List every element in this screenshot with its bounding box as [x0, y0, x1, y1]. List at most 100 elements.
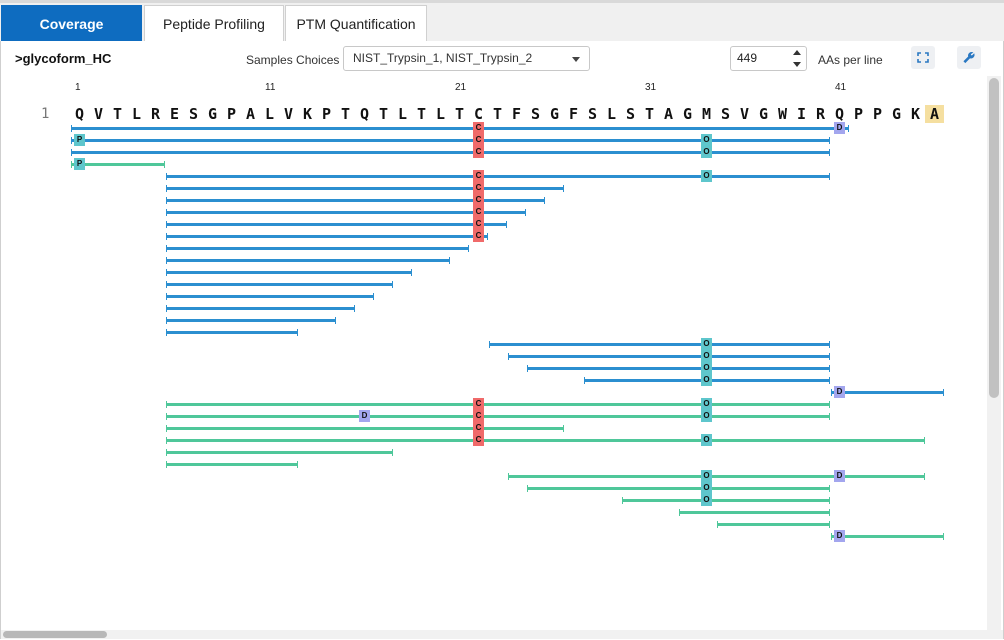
residue-41[interactable]: Q [834, 105, 845, 123]
residue-13[interactable]: K [302, 105, 313, 123]
residue-4[interactable]: L [131, 105, 142, 123]
modification-marker[interactable]: O [701, 410, 712, 422]
decrement-arrow-icon[interactable] [788, 59, 806, 70]
residue-1[interactable]: Q [74, 105, 85, 123]
modification-marker[interactable]: O [701, 470, 712, 482]
residue-10[interactable]: A [245, 105, 256, 123]
peptide-track[interactable] [166, 295, 374, 298]
modification-marker[interactable]: C [473, 218, 484, 230]
modification-marker[interactable]: O [701, 170, 712, 182]
residue-16[interactable]: Q [359, 105, 370, 123]
residue-40[interactable]: R [815, 105, 826, 123]
peptide-track[interactable] [527, 367, 830, 370]
horizontal-scroll-thumb[interactable] [3, 631, 107, 638]
residue-27[interactable]: F [568, 105, 579, 123]
residue-24[interactable]: F [511, 105, 522, 123]
peptide-track[interactable] [166, 259, 450, 262]
residue-25[interactable]: S [530, 105, 541, 123]
vertical-scrollbar[interactable] [987, 76, 1001, 631]
residue-18[interactable]: L [397, 105, 408, 123]
peptide-track[interactable] [166, 331, 298, 334]
peptide-track[interactable] [71, 127, 849, 130]
modification-marker[interactable]: C [473, 122, 484, 134]
residue-33[interactable]: G [682, 105, 693, 123]
peptide-track[interactable] [508, 355, 830, 358]
peptide-track[interactable] [166, 211, 526, 214]
modification-marker[interactable]: C [473, 230, 484, 242]
modification-marker[interactable]: D [359, 410, 370, 422]
peptide-track[interactable] [166, 415, 830, 418]
modification-marker[interactable]: C [473, 170, 484, 182]
increment-arrow-icon[interactable] [788, 47, 806, 58]
peptide-track[interactable] [166, 439, 925, 442]
residue-39[interactable]: I [796, 105, 807, 123]
residue-22[interactable]: C [473, 105, 484, 123]
peptide-track[interactable] [166, 199, 545, 202]
tab-ptm-quantification[interactable]: PTM Quantification [285, 5, 427, 41]
peptide-track[interactable] [166, 463, 298, 466]
vertical-scroll-thumb[interactable] [989, 78, 999, 398]
settings-button[interactable] [957, 46, 981, 69]
modification-marker[interactable]: C [473, 146, 484, 158]
residue-43[interactable]: P [872, 105, 883, 123]
modification-marker[interactable]: C [473, 422, 484, 434]
modification-marker[interactable]: O [701, 494, 712, 506]
modification-marker[interactable]: O [701, 374, 712, 386]
modification-marker[interactable]: C [473, 206, 484, 218]
modification-marker[interactable]: C [473, 134, 484, 146]
residue-30[interactable]: S [625, 105, 636, 123]
peptide-track[interactable] [166, 175, 830, 178]
peptide-track[interactable] [508, 475, 925, 478]
modification-marker[interactable]: O [701, 338, 712, 350]
peptide-track[interactable] [166, 307, 355, 310]
residue-9[interactable]: P [226, 105, 237, 123]
peptide-track[interactable] [679, 511, 830, 514]
peptide-track[interactable] [71, 151, 830, 154]
modification-marker[interactable]: O [701, 146, 712, 158]
residue-11[interactable]: L [264, 105, 275, 123]
peptide-track[interactable] [166, 283, 393, 286]
aa-per-line-input[interactable]: 449 [730, 46, 807, 71]
residue-20[interactable]: L [435, 105, 446, 123]
residue-28[interactable]: S [587, 105, 598, 123]
tab-coverage[interactable]: Coverage [1, 5, 142, 41]
residue-3[interactable]: T [112, 105, 123, 123]
peptide-track[interactable] [166, 403, 830, 406]
modification-marker[interactable]: C [473, 182, 484, 194]
modification-marker[interactable]: O [701, 350, 712, 362]
samples-dropdown[interactable]: NIST_Trypsin_1, NIST_Trypsin_2 [343, 46, 590, 71]
residue-46[interactable]: A [925, 105, 944, 123]
residue-42[interactable]: P [853, 105, 864, 123]
modification-marker[interactable]: D [834, 122, 845, 134]
residue-35[interactable]: S [720, 105, 731, 123]
residue-23[interactable]: T [492, 105, 503, 123]
modification-marker[interactable]: C [473, 194, 484, 206]
peptide-track[interactable] [166, 235, 488, 238]
residue-21[interactable]: T [454, 105, 465, 123]
residue-6[interactable]: E [169, 105, 180, 123]
residue-26[interactable]: G [549, 105, 560, 123]
modification-marker[interactable]: C [473, 398, 484, 410]
residue-36[interactable]: V [739, 105, 750, 123]
peptide-track[interactable] [166, 451, 393, 454]
peptide-track[interactable] [717, 523, 830, 526]
residue-7[interactable]: S [188, 105, 199, 123]
peptide-track[interactable] [71, 139, 830, 142]
modification-marker[interactable]: D [834, 386, 845, 398]
residue-44[interactable]: G [891, 105, 902, 123]
peptide-track[interactable] [166, 271, 412, 274]
residue-2[interactable]: V [93, 105, 104, 123]
modification-marker[interactable]: D [834, 470, 845, 482]
modification-marker[interactable]: P [74, 158, 85, 170]
residue-37[interactable]: G [758, 105, 769, 123]
peptide-track[interactable] [489, 343, 830, 346]
peptide-track[interactable] [166, 247, 469, 250]
residue-12[interactable]: V [283, 105, 294, 123]
peptide-track[interactable] [71, 163, 165, 166]
residue-19[interactable]: T [416, 105, 427, 123]
peptide-track[interactable] [166, 223, 507, 226]
residue-14[interactable]: P [321, 105, 332, 123]
peptide-track[interactable] [622, 499, 830, 502]
residue-15[interactable]: T [340, 105, 351, 123]
residue-32[interactable]: A [663, 105, 674, 123]
